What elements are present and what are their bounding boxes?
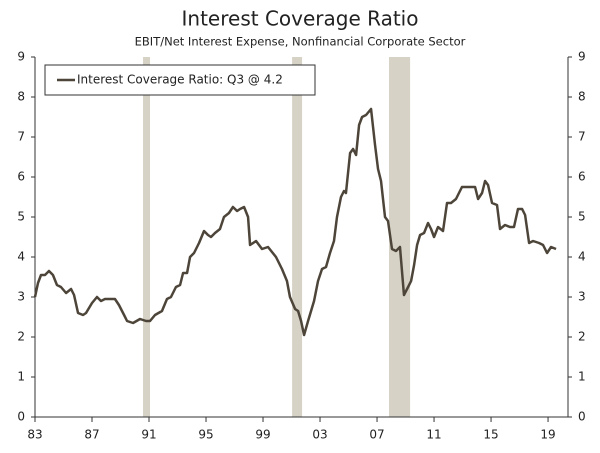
y2-tick-label: 1 bbox=[578, 370, 586, 384]
y2-tick-label: 2 bbox=[578, 330, 586, 344]
recession-band bbox=[292, 57, 303, 417]
x-tick-label: 91 bbox=[141, 428, 156, 442]
x-tick-label: 87 bbox=[84, 428, 99, 442]
y-tick-label: 6 bbox=[17, 170, 25, 184]
y2-tick-label: 9 bbox=[578, 50, 586, 64]
y-tick-label: 9 bbox=[17, 50, 25, 64]
data-line bbox=[33, 107, 557, 337]
y2-tick-label: 4 bbox=[578, 250, 586, 264]
y-tick-label: 8 bbox=[17, 90, 25, 104]
recession-band bbox=[143, 57, 151, 417]
x-tick-label: 99 bbox=[255, 428, 270, 442]
y2-tick-label: 3 bbox=[578, 290, 586, 304]
y-tick-label: 2 bbox=[17, 330, 25, 344]
y-tick-label: 0 bbox=[17, 410, 25, 424]
y-tick-label: 5 bbox=[17, 210, 25, 224]
legend-box bbox=[44, 64, 316, 96]
x-tick-label: 07 bbox=[369, 428, 384, 442]
x-tick-label: 83 bbox=[27, 428, 42, 442]
x-tick-label: 15 bbox=[483, 428, 498, 442]
y-tick-label: 4 bbox=[17, 250, 25, 264]
chart-subtitle: EBIT/Net Interest Expense, Nonfinancial … bbox=[135, 35, 466, 49]
chart-title: Interest Coverage Ratio bbox=[182, 7, 419, 31]
recession-band bbox=[389, 57, 411, 417]
y2-tick-label: 6 bbox=[578, 170, 586, 184]
y2-tick-label: 8 bbox=[578, 90, 586, 104]
y2-tick-label: 5 bbox=[578, 210, 586, 224]
x-tick-label: 03 bbox=[312, 428, 327, 442]
y-tick-label: 1 bbox=[17, 370, 25, 384]
x-tick-label: 11 bbox=[426, 428, 441, 442]
y2-tick-label: 7 bbox=[578, 130, 586, 144]
y-tick-label: 7 bbox=[17, 130, 25, 144]
x-tick-label: 95 bbox=[198, 428, 213, 442]
x-tick-label: 19 bbox=[540, 428, 555, 442]
legend-label: Interest Coverage Ratio: Q3 @ 4.2 bbox=[77, 73, 283, 87]
y-tick-label: 3 bbox=[17, 290, 25, 304]
y2-tick-label: 0 bbox=[578, 410, 586, 424]
